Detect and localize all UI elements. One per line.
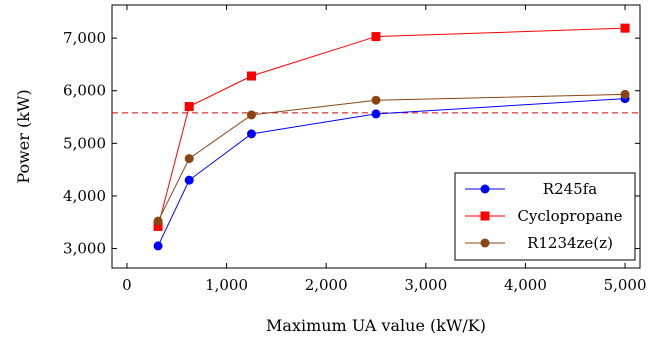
legend-label: Cyclopropane [517, 207, 622, 225]
plot-frame [111, 4, 641, 269]
legend-label: R245fa [543, 180, 597, 198]
y-axis-label: Power (kW) [14, 89, 33, 183]
x-tick-label: 1,000 [205, 276, 248, 294]
data-point [246, 129, 256, 139]
legend-marker [480, 238, 490, 248]
legend: R245fa Cyclopropane R1234ze(z) [454, 172, 636, 261]
x-tick-label: 2,000 [305, 276, 348, 294]
y-tick-label: 3,000 [63, 240, 106, 258]
y-tick-label: 5,000 [63, 134, 106, 152]
plot-area-border [111, 4, 641, 269]
data-point [184, 102, 194, 112]
series-group [153, 23, 630, 251]
ticks [112, 5, 640, 268]
series-2 [153, 89, 630, 226]
legend-entry: R1234ze(z) [465, 234, 613, 252]
data-point [153, 221, 163, 231]
series-1 [153, 23, 630, 231]
data-point [371, 32, 381, 42]
data-point [620, 23, 630, 33]
data-point [153, 241, 163, 251]
data-point [620, 89, 630, 99]
legend-entry: R245fa [465, 180, 597, 198]
y-tick-label: 4,000 [63, 187, 106, 205]
data-point [184, 154, 194, 164]
x-tick-label: 4,000 [504, 276, 547, 294]
y-tick-label: 7,000 [63, 29, 106, 47]
tick-labels: 0 1,000 2,000 3,000 4,000 5,000 3,000 4,000 5,00… [63, 29, 646, 294]
legend-marker [480, 211, 490, 221]
data-point [153, 216, 163, 226]
x-tick-label: 0 [122, 276, 132, 294]
legend-entry: Cyclopropane [465, 207, 623, 225]
legend-marker [480, 184, 490, 194]
data-point [246, 71, 256, 81]
data-point [184, 175, 194, 185]
y-tick-label: 6,000 [63, 82, 106, 100]
data-point [371, 95, 381, 105]
data-point [371, 109, 381, 119]
x-axis-label: Maximum UA value (kW/K) [266, 316, 486, 335]
x-tick-label: 3,000 [404, 276, 447, 294]
legend-label: R1234ze(z) [527, 234, 613, 252]
x-tick-label: 5,000 [604, 276, 647, 294]
data-point [246, 110, 256, 120]
